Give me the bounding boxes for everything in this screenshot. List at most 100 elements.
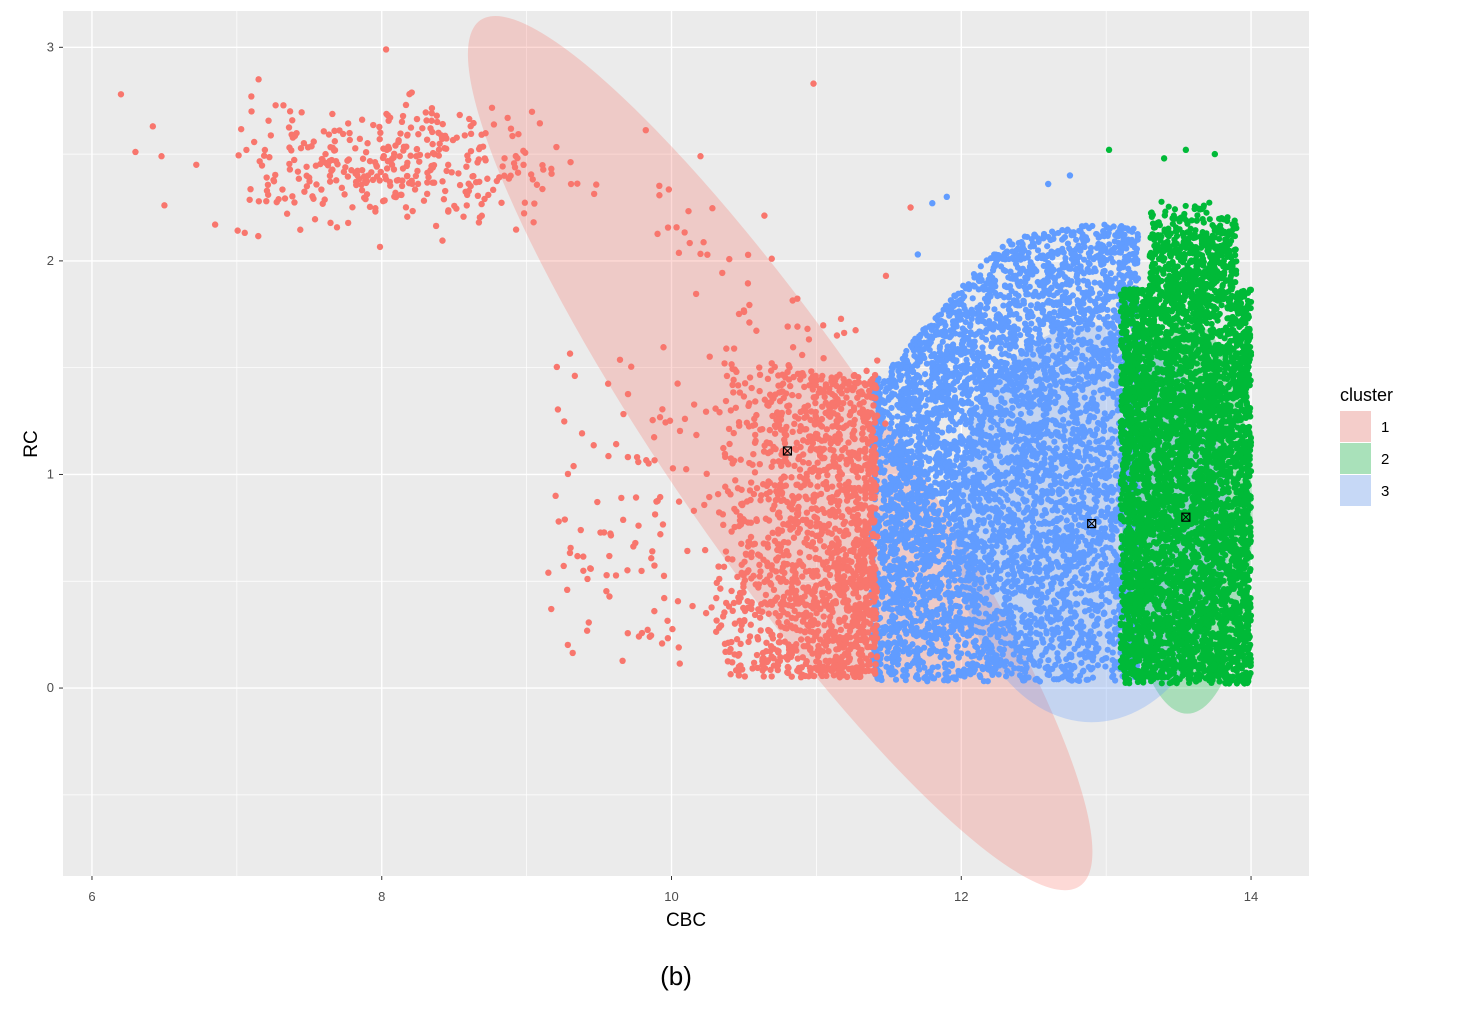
- cluster-3-point: [993, 362, 1001, 369]
- cluster-3-point: [970, 543, 977, 550]
- cluster-3-point: [1052, 661, 1059, 669]
- cluster-3-point: [994, 634, 1001, 641]
- cluster-3-point: [1032, 325, 1039, 332]
- cluster-3-point: [1111, 450, 1118, 457]
- cluster-3-point: [1066, 652, 1073, 659]
- cluster-3-point: [1124, 239, 1131, 247]
- cluster-3-point: [1030, 351, 1037, 358]
- cluster-3-point: [1085, 346, 1093, 353]
- cluster-3-point: [886, 573, 893, 580]
- cluster-3-point: [996, 453, 1004, 460]
- cluster-3-point: [903, 646, 911, 653]
- cluster-3-point: [1070, 260, 1077, 268]
- cluster-3-point: [941, 660, 948, 667]
- cluster-3-point: [925, 457, 933, 465]
- cluster-3-point: [999, 243, 1006, 250]
- cluster-3-point: [966, 661, 973, 668]
- cluster-3-point: [1055, 575, 1063, 582]
- cluster-3-point: [1008, 387, 1015, 394]
- cluster-3-point: [952, 676, 959, 683]
- cluster-3-point: [1053, 479, 1060, 486]
- cluster-3-point: [881, 408, 888, 415]
- cluster-3-point: [986, 514, 993, 521]
- cluster-3-point: [903, 630, 910, 637]
- cluster-3-point: [1095, 371, 1102, 379]
- cluster-3-point: [1098, 512, 1105, 519]
- cluster-3-point: [960, 338, 967, 346]
- cluster-3-point: [1064, 227, 1072, 234]
- cluster-3-point: [967, 495, 974, 502]
- cluster-3-point: [1070, 548, 1077, 555]
- cluster-3-point: [980, 389, 987, 397]
- cluster-3-point: [909, 641, 916, 648]
- cluster-3-point: [1079, 639, 1087, 646]
- cluster-3-point: [1034, 301, 1041, 308]
- cluster-3-point: [1093, 401, 1100, 408]
- cluster-3-point: [1037, 336, 1044, 343]
- cluster-3-point: [878, 515, 885, 522]
- cluster-3-point: [1034, 364, 1041, 371]
- cluster-3-point: [973, 526, 980, 534]
- cluster-3-point: [1038, 381, 1045, 388]
- cluster-3-point: [990, 582, 998, 590]
- cluster-3-point: [952, 421, 960, 428]
- cluster-3-point: [967, 321, 974, 328]
- cluster-3-point: [938, 429, 946, 436]
- cluster-3-point: [963, 381, 970, 388]
- cluster-3-point: [886, 632, 893, 639]
- cluster-3-point: [1079, 500, 1087, 507]
- cluster-3-point: [1073, 563, 1080, 570]
- cluster-3-point: [991, 277, 999, 284]
- cluster-3-point: [899, 673, 907, 680]
- cluster-3-point: [1065, 420, 1072, 427]
- cluster-3-point: [909, 496, 917, 503]
- cluster-3-point: [1039, 594, 1046, 601]
- cluster-3-point: [1105, 439, 1112, 446]
- cluster-3-point: [1045, 337, 1052, 344]
- cluster-3-point: [1089, 373, 1096, 380]
- cluster-3-point: [1060, 416, 1067, 423]
- cluster-3-point: [891, 639, 898, 646]
- cluster-3-point: [1022, 306, 1030, 313]
- cluster-3-point: [1116, 271, 1123, 278]
- cluster-3-point: [1007, 661, 1015, 668]
- cluster-3-point: [1104, 646, 1111, 653]
- cluster-3-point: [908, 601, 915, 608]
- cluster-3-point: [921, 644, 928, 651]
- cluster-3-point: [1085, 480, 1092, 487]
- cluster-3-point: [1085, 250, 1092, 257]
- cluster-3-point: [971, 283, 978, 290]
- cluster-3-point: [931, 351, 938, 358]
- cluster-3-point: [1109, 656, 1116, 664]
- cluster-3-point: [1029, 403, 1036, 410]
- cluster-3-point: [1011, 639, 1019, 646]
- cluster-3-point: [901, 470, 908, 477]
- cluster-3-point: [928, 360, 935, 367]
- cluster-3-point: [902, 423, 910, 431]
- cluster-3-point: [892, 566, 899, 573]
- cluster-3-point: [1001, 588, 1008, 595]
- cluster-3-point: [1012, 604, 1019, 611]
- cluster-3-point: [1013, 644, 1020, 652]
- cluster-3-point: [984, 678, 991, 685]
- cluster-3-point: [965, 592, 973, 600]
- cluster-3-point: [922, 390, 929, 398]
- cluster-3-point: [1048, 323, 1055, 330]
- cluster-3-point: [1061, 427, 1068, 434]
- cluster-3-point: [945, 461, 953, 469]
- cluster-3-point: [935, 671, 942, 678]
- cluster-3-point: [1062, 443, 1069, 450]
- cluster-3-point: [1002, 673, 1010, 680]
- cluster-3-point: [1016, 425, 1023, 432]
- cluster-3-point: [1028, 483, 1035, 490]
- cluster-3-point: [1071, 664, 1078, 671]
- cluster-3-point: [1019, 373, 1026, 380]
- cluster-3-point: [1010, 570, 1018, 577]
- cluster-3-point: [910, 512, 917, 519]
- cluster-3-point: [904, 662, 911, 669]
- cluster-3-point: [1025, 640, 1032, 648]
- cluster-3-point: [1033, 377, 1040, 385]
- cluster-3-point: [931, 541, 938, 548]
- cluster-3-point: [1054, 301, 1061, 309]
- cluster-3-point: [985, 661, 992, 668]
